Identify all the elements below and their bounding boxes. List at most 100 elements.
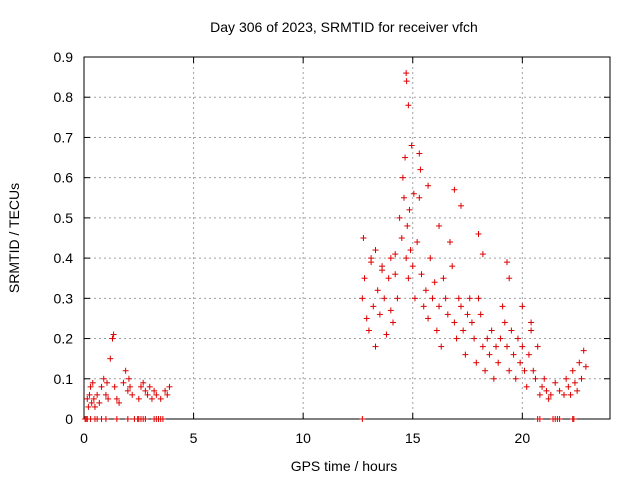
data-point [425,315,432,322]
data-point [394,295,401,302]
x-tick-label: 0 [80,430,88,446]
data-point [574,387,581,394]
data-point [403,255,410,262]
data-point [159,416,166,422]
x-tick-label: 15 [405,430,421,446]
x-tick-label: 10 [295,430,311,446]
data-point [512,375,519,382]
data-point [475,230,482,237]
data-point [372,343,379,350]
data-point [547,391,554,398]
data-point [545,395,552,402]
data-point [541,375,548,382]
data-point [567,391,574,398]
data-point [88,399,95,406]
y-tick-label: 0 [65,411,73,427]
data-point [517,359,524,366]
data-point [120,379,127,386]
data-point [84,395,91,402]
data-point [376,311,383,318]
data-point [411,295,418,302]
plot-border [83,56,611,420]
data-point [451,186,458,193]
data-point [360,235,367,241]
data-point [396,214,403,221]
data-point [506,367,513,374]
data-point [560,391,567,398]
data-point [460,327,467,334]
data-point [530,367,537,374]
data-point [361,275,368,282]
data-point [90,395,97,402]
data-point [399,174,406,181]
data-point [457,202,464,209]
data-point [124,416,131,422]
data-point [503,259,510,266]
data-point [383,331,390,338]
data-point [125,375,132,382]
data-point [525,351,532,358]
data-point [578,375,585,382]
data-point [372,247,379,254]
data-point [94,391,101,398]
data-point [493,343,500,350]
plot-frame [83,56,611,420]
data-point [477,311,484,318]
data-point [440,275,447,282]
data-point [429,295,436,302]
data-point [91,403,98,410]
x-tick-label: 5 [190,430,198,446]
data-point [521,367,528,374]
y-tick-label: 0.2 [54,331,74,347]
y-tick-label: 0.6 [54,170,74,186]
data-point [406,206,413,213]
data-point [404,222,411,229]
data-point [438,343,445,350]
data-point [449,263,456,270]
data-point [417,166,424,173]
data-point [582,363,589,370]
y-tick-label: 0.4 [54,250,74,266]
data-point [398,235,405,241]
data-point [410,190,417,197]
data-point [105,395,112,402]
data-point [570,416,577,422]
data-point [98,383,105,390]
data-point [140,379,147,386]
data-point [162,387,169,394]
data-point [390,319,397,326]
data-point [110,331,117,338]
data-point [431,279,438,286]
data-point [416,194,423,201]
data-point [425,182,432,189]
data-point [374,287,381,294]
data-point [536,391,543,398]
data-point [387,307,394,314]
chart-title: Day 306 of 2023, SRMTID for receiver vfc… [210,19,478,35]
data-point [402,154,409,161]
data-point [122,367,129,374]
data-point [528,319,535,326]
data-point [166,383,173,390]
data-point [486,351,493,358]
data-point [392,251,399,258]
data-point [359,295,366,302]
data-point [157,395,164,402]
data-point [124,387,131,394]
y-axis-title: SRMTID / TECUs [6,183,22,293]
data-point [407,247,414,254]
data-point [528,327,535,334]
data-point [102,391,109,398]
data-point [107,355,114,362]
data-point [405,275,412,282]
data-point [444,311,451,318]
data-point [539,383,546,390]
data-point [468,319,475,326]
data-point [416,150,423,157]
x-axis-title: GPS time / hours [291,458,398,474]
data-point [142,387,149,394]
data-point [455,295,462,302]
data-point [501,319,508,326]
data-point [473,359,480,366]
